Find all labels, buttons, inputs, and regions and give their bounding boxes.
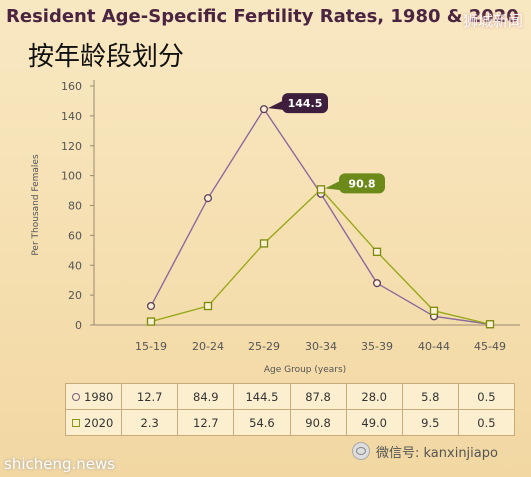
- callout-1980-peak-box: [282, 93, 328, 114]
- square-marker-icon: [72, 419, 80, 427]
- data-point-1980: [372, 279, 382, 288]
- x-tick-label: 35-39: [361, 340, 393, 353]
- table-cell: 28.0: [345, 383, 403, 410]
- wechat-tag: 微信号: kanxinjiapo: [352, 441, 498, 461]
- y-tick-label: 120: [61, 140, 82, 153]
- table-row: 2020 2.3 12.7 54.6 90.8 49.0 9.5 0.5: [64, 409, 516, 436]
- chart-title: Resident Age-Specific Fertility Rates, 1…: [6, 6, 519, 27]
- x-tick-label: 20-24: [192, 340, 224, 353]
- y-tick-label: 140: [61, 110, 82, 123]
- data-point-2020: [485, 320, 495, 329]
- series-line-1980: [150, 107, 491, 325]
- table-cell: 84.9: [177, 383, 235, 410]
- y-tick-label: 60: [68, 229, 82, 242]
- data-point-2020: [429, 306, 439, 315]
- table-cell: 9.5: [401, 409, 459, 436]
- data-point-1980: [146, 301, 156, 311]
- table-cell: 90.8: [289, 409, 347, 436]
- watermark-bottom: shicheng.news: [4, 455, 116, 473]
- y-tick-label: 100: [61, 170, 82, 183]
- data-table-body: 1980 12.7 84.9 144.5 87.8 28.0 5.8 0.5 2020 2.3 12…: [64, 383, 516, 436]
- table-cell: 0.5: [457, 383, 516, 410]
- callout-2020-peak-pointer: [325, 179, 343, 191]
- data-point-2020: [316, 185, 326, 194]
- table-cell: 49.0: [345, 409, 403, 436]
- table-cell: 12.7: [177, 409, 235, 436]
- x-tick-label: 40-44: [418, 340, 450, 353]
- data-point-2020: [372, 247, 382, 256]
- table-row-label: 2020: [84, 415, 114, 430]
- table-row: 1980 12.7 84.9 144.5 87.8 28.0 5.8 0.5: [64, 383, 516, 410]
- x-tick-label: 45-49: [474, 340, 506, 353]
- table-row-label: 1980: [84, 389, 114, 404]
- y-tick-label: 40: [68, 259, 82, 272]
- table-cell: 144.5: [233, 383, 291, 410]
- wechat-icon: [352, 442, 370, 460]
- y-tick-label: 160: [61, 80, 82, 93]
- data-table: 1980 12.7 84.9 144.5 87.8 28.0 5.8 0.5 2020 2.3 12…: [64, 383, 516, 436]
- table-row-header: 1980: [64, 383, 123, 410]
- data-point-2020: [203, 301, 213, 311]
- y-tick-label: 0: [75, 319, 82, 332]
- data-point-1980: [203, 194, 213, 203]
- table-cell: 0.5: [457, 409, 516, 436]
- callout-1980-peak-pointer: [268, 99, 286, 111]
- chinese-subtitle: 按年龄段划分: [28, 42, 185, 72]
- callouts: 144.5 90.8: [268, 93, 385, 194]
- table-cell: 2.3: [121, 409, 179, 436]
- circle-marker-icon: [72, 393, 80, 401]
- data-point-1980: [259, 105, 269, 114]
- x-axis-label: Age Group (years): [264, 365, 346, 375]
- table-cell: 87.8: [289, 383, 347, 410]
- x-tick-label: 30-34: [305, 340, 337, 353]
- callout-2020-peak-box: [339, 173, 385, 194]
- watermark-top: 狮城新闻: [462, 12, 523, 30]
- x-tick-labels: 15-19 20-24 25-29 30-34 35-39 40-44 45-49: [135, 340, 506, 353]
- table-row-header: 2020: [64, 409, 123, 436]
- data-point-2020: [259, 239, 269, 248]
- table-cell: 12.7: [121, 383, 179, 410]
- y-tick-label: 80: [68, 200, 82, 213]
- series-lines: [146, 105, 495, 329]
- table-cell: 54.6: [233, 409, 291, 436]
- wechat-label: 微信号: kanxinjiapo: [376, 445, 498, 461]
- y-axis-label: Per Thousand Females: [31, 154, 41, 256]
- x-tick-label: 15-19: [135, 340, 167, 353]
- x-tick-label: 25-29: [248, 340, 280, 353]
- y-tick-labels: 0 20 40 60 80 100 120 140 160: [61, 80, 82, 332]
- table-cell: 5.8: [401, 383, 459, 410]
- axes: [90, 80, 520, 326]
- callout-1980-peak-label: 144.5: [288, 97, 323, 110]
- data-point-2020: [146, 317, 156, 326]
- y-tick-label: 20: [68, 289, 82, 302]
- callout-2020-peak-label: 90.8: [348, 177, 375, 190]
